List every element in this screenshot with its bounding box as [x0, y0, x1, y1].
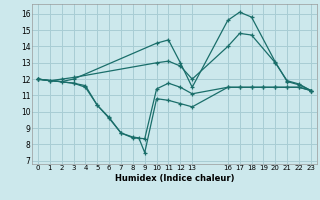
X-axis label: Humidex (Indice chaleur): Humidex (Indice chaleur): [115, 174, 234, 183]
